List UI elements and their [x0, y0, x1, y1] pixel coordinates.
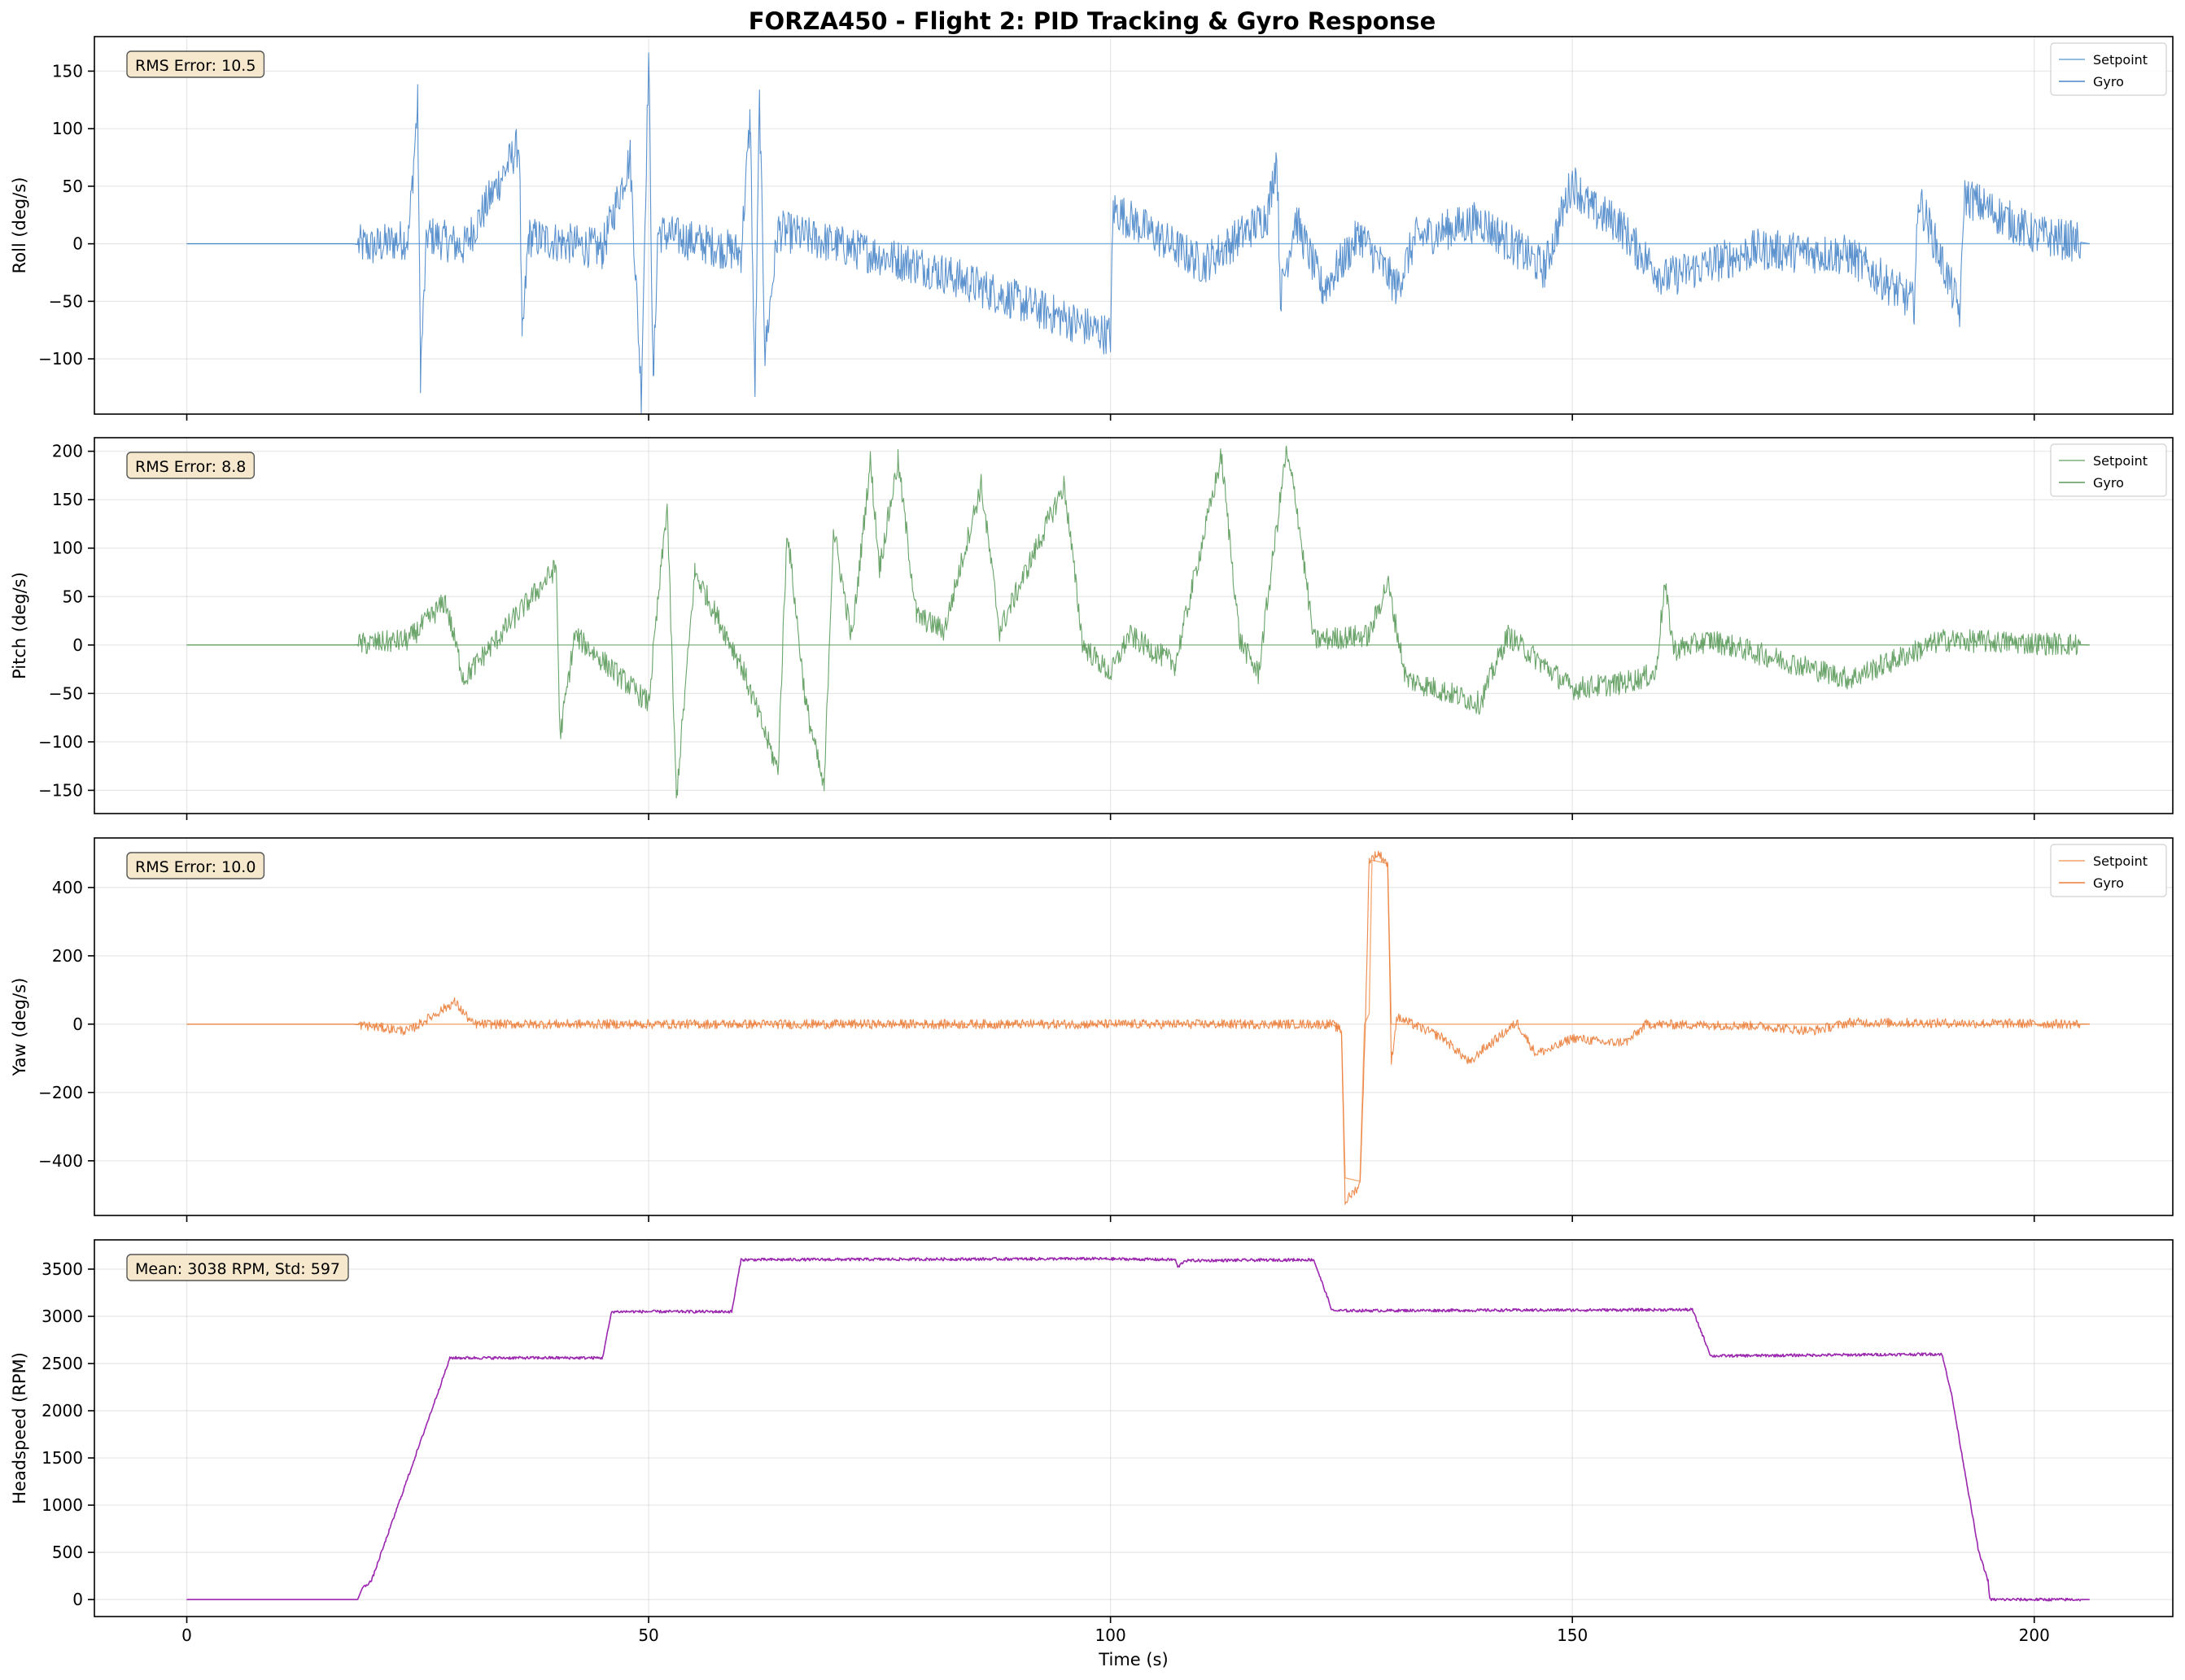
y-tick-label: 2500	[42, 1354, 83, 1373]
x-tick-label: 0	[181, 1625, 192, 1645]
gyro-legend-label: Gyro	[2093, 475, 2124, 491]
pitch-y-axis-label: Pitch (deg/s)	[10, 572, 29, 679]
setpoint-legend-label: Setpoint	[2093, 52, 2148, 68]
y-tick-label: 1500	[42, 1448, 83, 1468]
headspeed-y-axis-label: Headspeed (RPM)	[10, 1352, 29, 1504]
x-axis-label: Time (s)	[1098, 1650, 1168, 1669]
roll-legend	[2050, 42, 2167, 96]
headspeed-annotation-box	[126, 1254, 349, 1281]
headspeed-series-line	[186, 1256, 2090, 1602]
gyro-series-line	[186, 850, 2090, 1206]
x-tick-label: 200	[2019, 1625, 2050, 1645]
y-tick-label: 400	[52, 878, 83, 897]
gyro-legend-label: Gyro	[2093, 875, 2124, 891]
yaw-annotation-box	[126, 852, 265, 879]
pitch-annotation-text: RMS Error: 8.8	[135, 458, 246, 476]
gyro-legend-label: Gyro	[2093, 74, 2124, 89]
pitch-legend	[2050, 443, 2167, 497]
pitch-annotation-box	[126, 452, 256, 479]
x-tick-label: 50	[638, 1625, 658, 1645]
y-tick-label: 150	[52, 490, 83, 509]
y-tick-label: −400	[38, 1151, 83, 1171]
plot-frame	[94, 1239, 2174, 1617]
gyro-series-line	[186, 52, 2090, 414]
plot-frame	[94, 36, 2174, 415]
y-tick-label: 0	[72, 1590, 83, 1609]
roll-annotation-text: RMS Error: 10.5	[135, 57, 256, 75]
y-tick-label: −100	[38, 349, 83, 369]
plot-frame	[94, 837, 2174, 1216]
y-tick-label: 100	[52, 539, 83, 558]
setpoint-legend-label: Setpoint	[2093, 453, 2148, 469]
figure-title: FORZA450 - Flight 2: PID Tracking & Gyro…	[749, 7, 1436, 35]
y-tick-label: −50	[49, 291, 83, 311]
headspeed-annotation-text: Mean: 3038 RPM, Std: 597	[135, 1260, 340, 1278]
x-tick-label: 100	[1095, 1625, 1126, 1645]
roll-panel: −100 −50 0 50 100 150 Roll (deg/s) RMS Error: 1…	[10, 36, 2174, 421]
y-tick-label: 0	[72, 234, 83, 254]
y-tick-label: 200	[52, 442, 83, 461]
y-tick-label: 0	[72, 635, 83, 655]
y-tick-label: −200	[38, 1083, 83, 1102]
y-tick-label: 150	[52, 61, 83, 81]
yaw-legend	[2050, 844, 2167, 897]
y-tick-label: 100	[52, 119, 83, 138]
y-tick-label: 1000	[42, 1495, 83, 1515]
gyro-series-line	[186, 445, 2090, 799]
headspeed-panel: 0 50 100 150 2000500100015002000250030003500…	[10, 1239, 2174, 1669]
y-tick-label: 2000	[42, 1401, 83, 1420]
yaw-y-axis-label: Yaw (deg/s)	[10, 978, 29, 1077]
y-tick-label: 3000	[42, 1307, 83, 1326]
yaw-panel: −400 −200 0 200 400 Yaw (deg/s) RMS Error: 10.…	[10, 837, 2174, 1222]
plot-frame	[94, 437, 2174, 814]
x-tick-label: 150	[1557, 1625, 1588, 1645]
y-tick-label: 3500	[42, 1259, 83, 1279]
y-tick-label: −100	[38, 732, 83, 752]
y-tick-label: −150	[38, 780, 83, 800]
y-tick-label: 50	[63, 177, 83, 196]
roll-annotation-box	[126, 50, 265, 78]
y-tick-label: −50	[49, 683, 83, 703]
y-tick-label: 500	[52, 1543, 83, 1562]
setpoint-legend-label: Setpoint	[2093, 853, 2148, 869]
y-tick-label: 200	[52, 946, 83, 966]
roll-y-axis-label: Roll (deg/s)	[10, 177, 29, 274]
pitch-panel: −150 −100 −50 0 50 100 150 200 Pitch (deg/s) RMS …	[10, 437, 2174, 820]
y-tick-label: 0	[72, 1015, 83, 1034]
yaw-annotation-text: RMS Error: 10.0	[135, 858, 256, 876]
y-tick-label: 50	[63, 587, 83, 606]
